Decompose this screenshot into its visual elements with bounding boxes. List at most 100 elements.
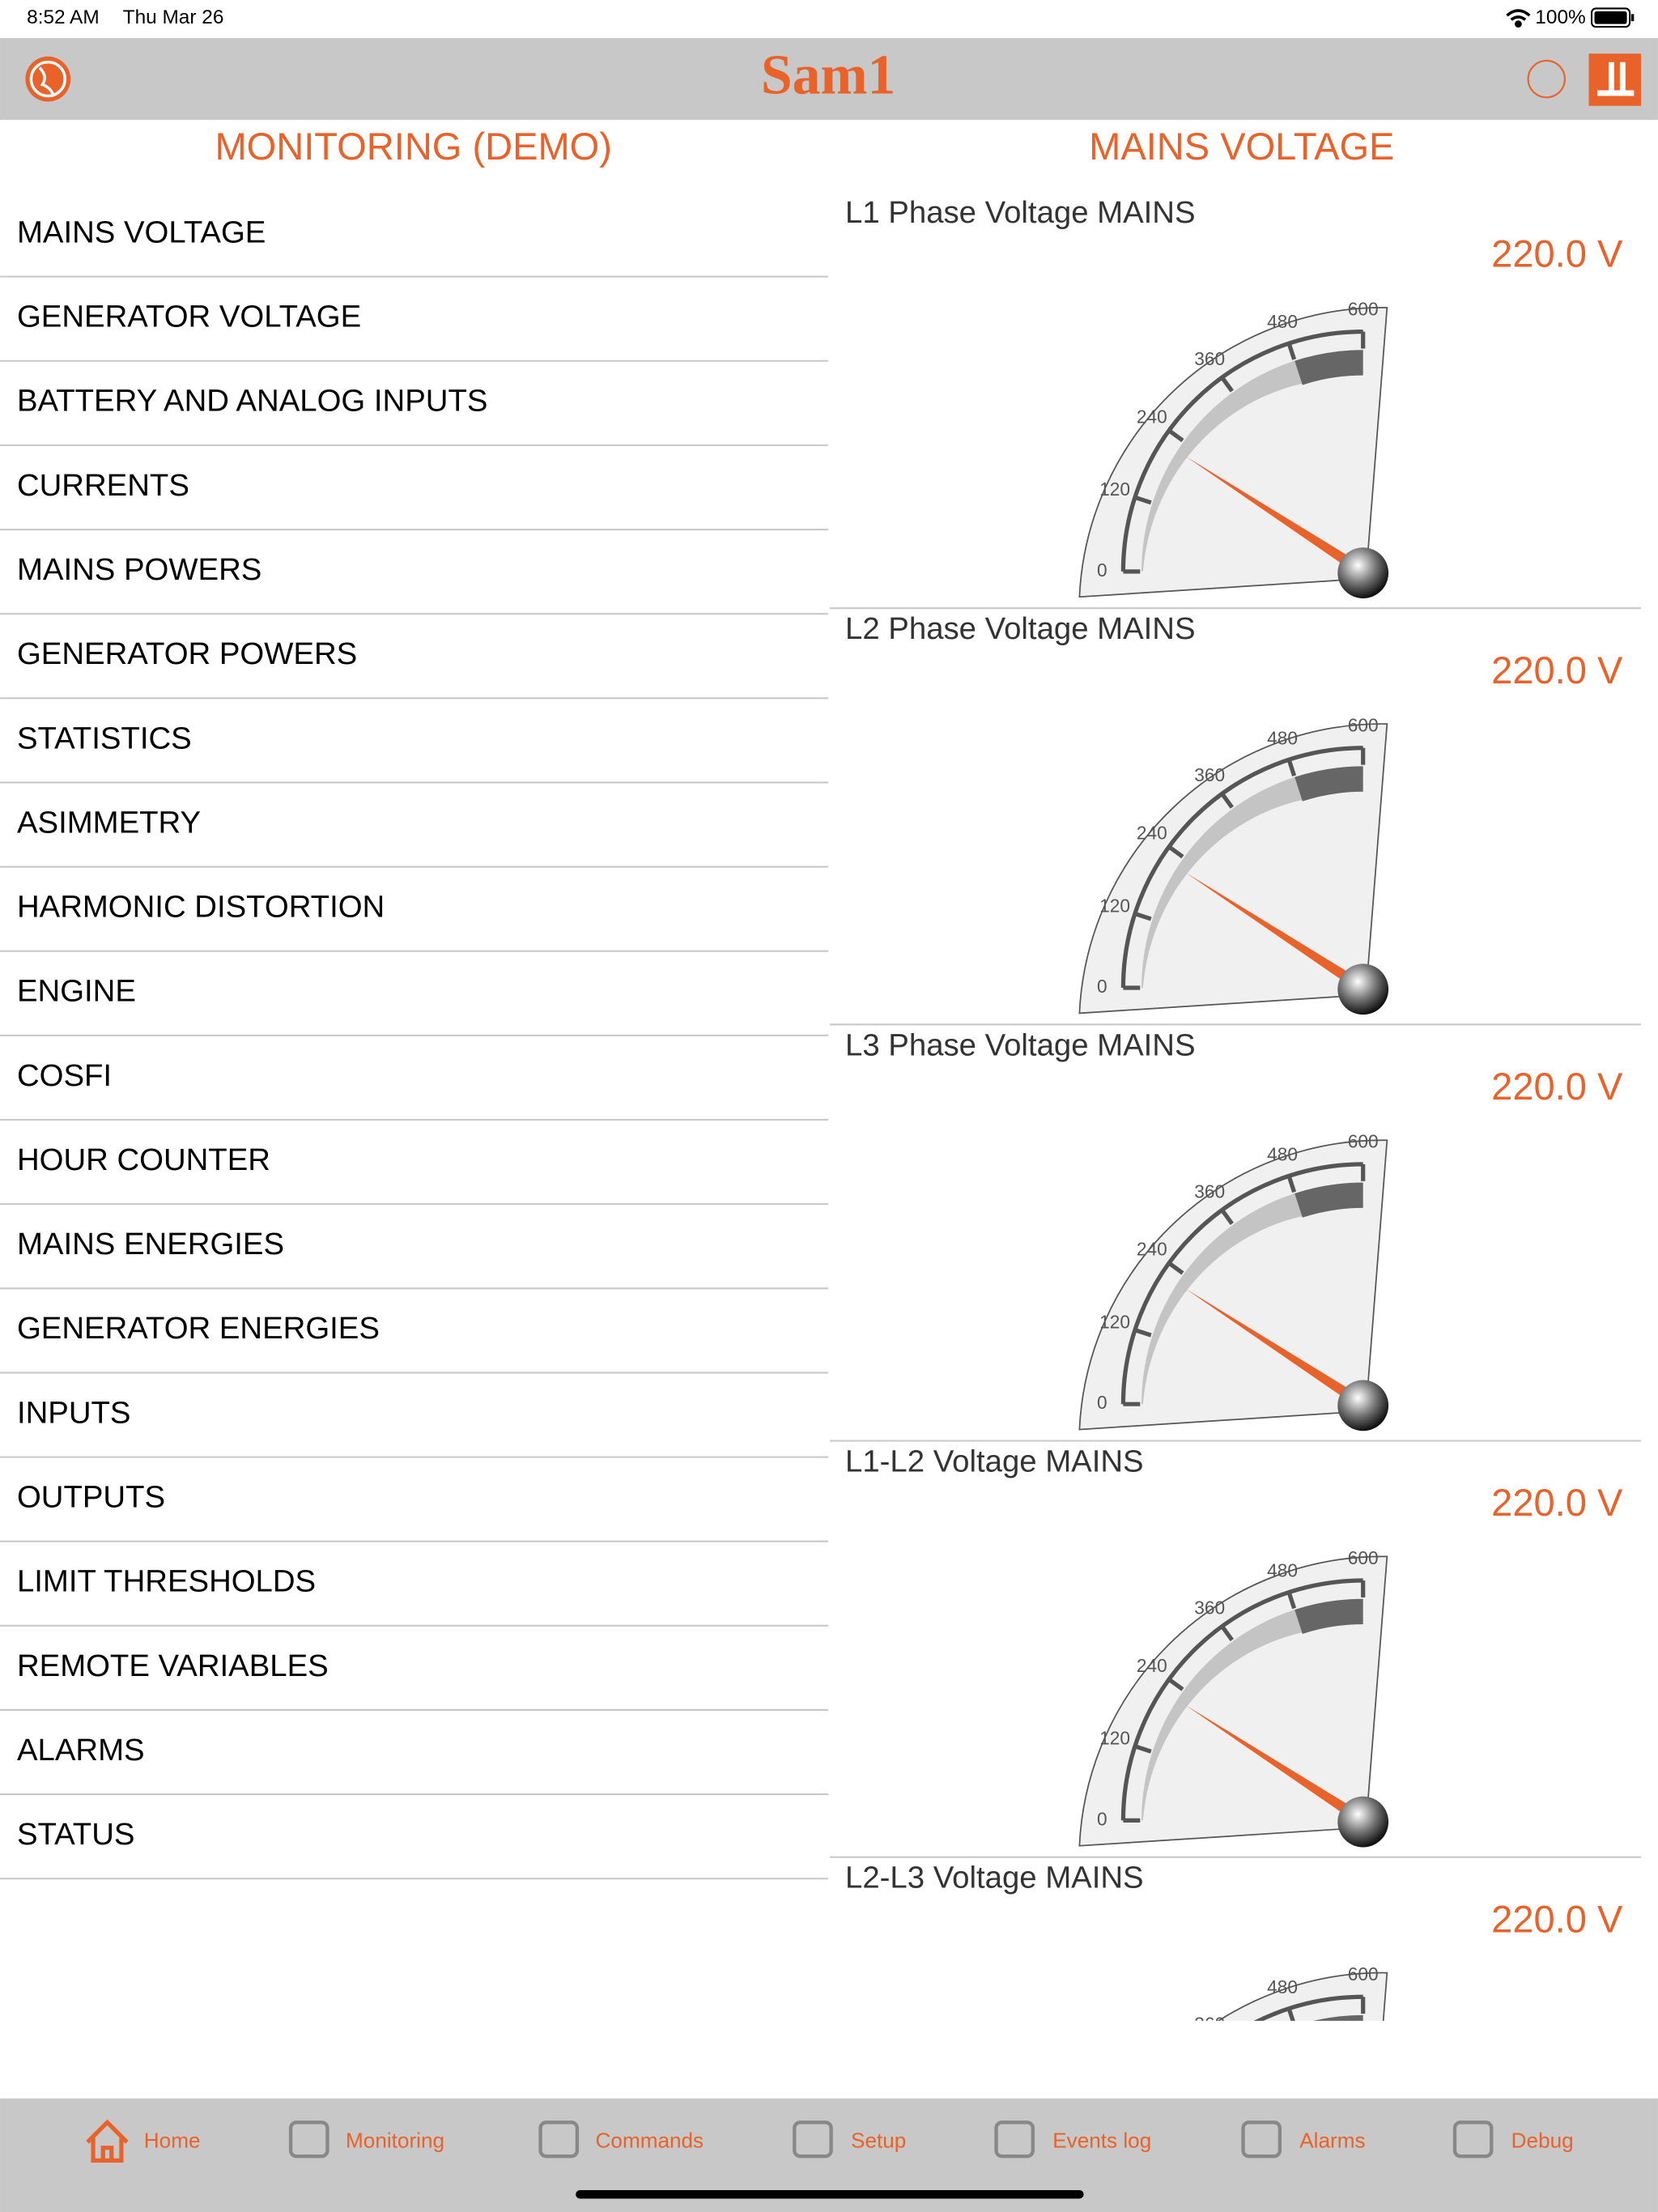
gauge-label: L1 Phase Voltage MAINS	[845, 195, 1196, 230]
gauge-tick	[1220, 1208, 1234, 1225]
gauge-label: L3 Phase Voltage MAINS	[845, 1027, 1196, 1062]
gauge-tick-label: 600	[1348, 715, 1379, 736]
menu-item[interactable]: INPUTS	[17, 1395, 131, 1430]
gauge-tick	[1286, 2007, 1295, 2021]
gauge-face	[1217, 1972, 1388, 2021]
gauge-tick-label: 240	[1137, 406, 1167, 427]
globe-button[interactable]	[25, 56, 71, 102]
gauge-tick-label: 240	[1137, 1655, 1167, 1676]
menu-item[interactable]: OUTPUTS	[17, 1480, 165, 1515]
menu-item[interactable]: BATTERY AND ANALOG INPUTS	[17, 384, 487, 419]
gauge-tick-label: 360	[1194, 764, 1225, 785]
gauge-value: 220.0 V	[1491, 232, 1623, 275]
status-indicator[interactable]	[1527, 59, 1566, 99]
gauge-scale	[1120, 746, 1363, 989]
gauge-scale	[1120, 1578, 1363, 1821]
gauge-pivot	[1337, 1796, 1389, 1848]
tab-label[interactable]: Setup	[851, 2129, 906, 2153]
tab-label[interactable]: Events log	[1052, 2129, 1151, 2153]
battery-level: 100%	[1535, 6, 1585, 28]
tab-label[interactable]: Alarms	[1299, 2129, 1365, 2153]
tab-icon	[1452, 2121, 1494, 2159]
gauge-needle	[1185, 1704, 1367, 1826]
tab-icon	[994, 2121, 1035, 2159]
menu-item[interactable]: GENERATOR POWERS	[17, 636, 357, 671]
gauge-tick-label: 120	[1099, 895, 1130, 916]
tab-label[interactable]: Monitoring	[346, 2129, 444, 2153]
gauge-band-high	[1295, 766, 1363, 802]
tab-label[interactable]: Debug	[1511, 2129, 1574, 2153]
gauge-tick-label: 120	[1099, 479, 1130, 500]
status-time: 8:52 AM	[27, 6, 100, 28]
gauge-label: L2 Phase Voltage MAINS	[845, 611, 1196, 646]
menu-item[interactable]: STATUS	[17, 1817, 135, 1852]
gauge-tick	[1134, 495, 1152, 505]
menu-item[interactable]: GENERATOR ENERGIES	[17, 1311, 380, 1346]
gauge-needle	[1185, 872, 1367, 993]
gauge-tick-label: 480	[1267, 311, 1298, 332]
gauge-tick-label: 600	[1348, 1547, 1379, 1568]
gauge-tick-label: 360	[1194, 1180, 1225, 1202]
gauge-tick-label: 600	[1348, 1963, 1379, 1984]
gauge-pivot	[1337, 547, 1389, 598]
gauge-tick-label: 480	[1267, 1560, 1298, 1581]
tab-label[interactable]: Commands	[596, 2129, 704, 2153]
gauge-tick	[1167, 1678, 1184, 1691]
battery-icon	[1590, 7, 1635, 28]
gauge-label: L1-L2 Voltage MAINS	[845, 1444, 1144, 1479]
menu-item[interactable]: ASIMMETRY	[17, 805, 201, 840]
menu-item[interactable]: ALARMS	[17, 1733, 145, 1767]
brand-button[interactable]	[1588, 53, 1642, 106]
gauge-label: L2-L3 Voltage MAINS	[845, 1861, 1144, 1895]
gauge-tick-label: 120	[1099, 1312, 1130, 1333]
gauge-tick	[1286, 1175, 1297, 1193]
gauge-tick-label: 360	[1194, 1597, 1225, 1618]
gauge-tick-label: 600	[1348, 298, 1379, 319]
home-indicator	[576, 2189, 1084, 2199]
tab-icon	[793, 2121, 833, 2159]
menu-item[interactable]: REMOTE VARIABLES	[17, 1648, 329, 1683]
gauge-tick	[1167, 428, 1184, 443]
gauge-scale	[1253, 1994, 1363, 2021]
gauge-tick-label: 480	[1267, 1976, 1298, 1997]
gauge-tick-label: 360	[1194, 348, 1225, 369]
menu-item[interactable]: STATISTICS	[17, 721, 192, 755]
gauge-tick	[1134, 1328, 1152, 1338]
menu-item[interactable]: MAINS ENERGIES	[17, 1227, 284, 1261]
gauge-band-high	[1295, 350, 1363, 385]
gauge-tick-label: 360	[1194, 2014, 1225, 2035]
gauge-tick	[1286, 759, 1297, 776]
tab-icon	[86, 2119, 129, 2163]
gauge-tick-label: 240	[1137, 1239, 1167, 1260]
menu-item[interactable]: GENERATOR VOLTAGE	[17, 300, 361, 334]
menu-item[interactable]: HARMONIC DISTORTION	[17, 890, 385, 925]
menu-item[interactable]: CURRENTS	[17, 468, 189, 503]
tab-icon	[288, 2121, 329, 2159]
gauge-band-high	[1313, 2014, 1363, 2021]
menu-item[interactable]: LIMIT THRESHOLDS	[17, 1564, 316, 1599]
menu-item[interactable]: MAINS VOLTAGE	[17, 215, 266, 249]
gauge-tick	[1167, 1261, 1184, 1275]
gauge-value: 220.0 V	[1491, 1065, 1623, 1108]
menu-item[interactable]: COSFI	[17, 1058, 112, 1093]
logo: Sam1	[761, 44, 896, 106]
tab-label[interactable]: Home	[144, 2129, 201, 2153]
gauge-scale	[1120, 1162, 1363, 1405]
tab-icon	[538, 2121, 580, 2159]
gauge-tick	[1220, 376, 1234, 393]
gauge-band-high	[1295, 1598, 1363, 1634]
menu-item[interactable]: MAINS POWERS	[17, 552, 261, 587]
gauge-tick-label: 0	[1097, 559, 1107, 581]
gauge-pivot	[1337, 963, 1389, 1015]
gauge-band	[1141, 1193, 1303, 1405]
gauge-value: 220.0 V	[1491, 649, 1623, 691]
gauge-tick-label: 0	[1097, 1392, 1107, 1413]
menu-item[interactable]: HOUR COUNTER	[17, 1142, 270, 1177]
gauge-pivot	[1337, 1380, 1389, 1431]
gauge-tick-label: 480	[1267, 727, 1298, 748]
gauge-tick-label: 0	[1097, 1808, 1107, 1829]
menu-item[interactable]: ENGINE	[17, 974, 136, 1009]
gauge-value: 220.0 V	[1491, 1481, 1623, 1524]
gauge-tick	[1286, 1591, 1297, 1610]
